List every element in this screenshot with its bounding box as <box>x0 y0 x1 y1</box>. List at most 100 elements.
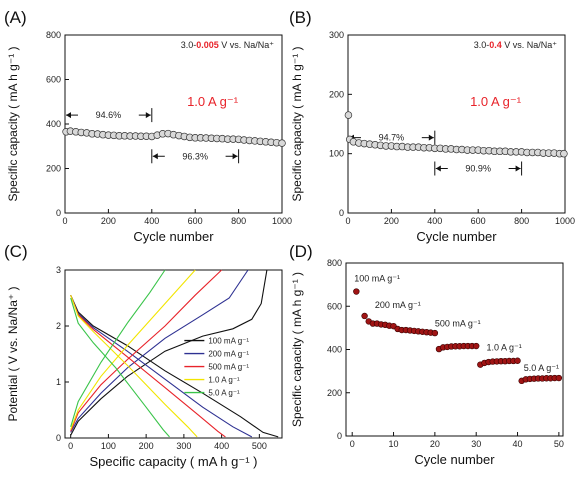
voltage-window-suffix: V vs. Na/Na⁺ <box>219 40 275 50</box>
data-point <box>555 374 563 382</box>
current-density-label: 1.0 A g⁻¹ <box>470 94 522 109</box>
data-point <box>353 288 360 295</box>
retention-arrowhead <box>515 165 521 172</box>
x-tick-label: 400 <box>427 216 442 226</box>
y-tick-label: 400 <box>46 119 61 129</box>
x-tick-label: 0 <box>68 441 73 451</box>
x-tick-label: 0 <box>345 216 350 226</box>
rate-label: 200 mA g⁻¹ <box>375 300 421 310</box>
panel-3: (C) 0 100 200 300 400 500 0 1 2 3 Specific capacity… <box>4 242 283 469</box>
plot-frame <box>64 34 283 214</box>
series-line-discharge <box>70 295 198 438</box>
rate-label: 1.0 A g⁻¹ <box>487 343 522 353</box>
retention-label: 96.3% <box>182 151 208 161</box>
retention-arrowhead <box>428 134 434 141</box>
series-line-charge <box>70 269 196 430</box>
y-tick-label: 100 <box>329 149 344 159</box>
x-tick-label: 1000 <box>555 216 575 226</box>
rate-label: 100 mA g⁻¹ <box>354 273 400 283</box>
x-tick-label: 100 <box>101 441 116 451</box>
y-tick-label: 2 <box>56 321 61 331</box>
x-axis-title: Cycle number <box>133 229 214 244</box>
data-point <box>361 312 368 320</box>
legend-entry: 100 mA g⁻¹ <box>208 337 249 346</box>
series-line-discharge <box>70 295 226 438</box>
panel-label: (B) <box>289 8 312 27</box>
data-point <box>431 329 439 337</box>
retention-arrow: 94.6% <box>64 108 153 123</box>
retention-arrowhead <box>66 112 71 119</box>
panel-4: (D) 0 10 20 30 40 50 0 200 400 600 800 Cycle number S… <box>289 242 564 467</box>
series-line-discharge <box>70 294 279 438</box>
y-axis-title: Potential ( V vs. Na/Na⁺ ) <box>6 286 20 421</box>
data-point <box>514 357 521 364</box>
x-tick-label: 0 <box>62 216 67 226</box>
y-tick-label: 1 <box>56 377 61 387</box>
x-tick-label: 600 <box>188 216 203 226</box>
x-tick-label: 400 <box>144 216 159 226</box>
panel-label: (A) <box>4 8 27 27</box>
y-tick-label: 200 <box>329 89 344 99</box>
retention-arrowhead <box>145 112 151 119</box>
rate-label: 500 mA g⁻¹ <box>435 318 481 328</box>
voltage-window-label: 3.0-0.4 V vs. Na/Na⁺ <box>474 40 558 50</box>
x-tick-label: 800 <box>231 216 246 226</box>
retention-label: 94.6% <box>96 110 122 120</box>
x-tick-label: 20 <box>430 439 440 449</box>
y-tick-label: 0 <box>339 208 344 218</box>
voltage-window-prefix: 3.0- <box>474 40 490 50</box>
x-tick-label: 200 <box>139 441 154 451</box>
x-tick-label: 50 <box>554 439 564 449</box>
y-tick-label: 800 <box>46 30 61 40</box>
y-tick-label: 0 <box>337 431 342 441</box>
x-tick-label: 200 <box>384 216 399 226</box>
retention-arrow: 90.9% <box>434 161 523 176</box>
data-series <box>353 288 563 385</box>
data-point <box>473 342 480 350</box>
y-axis-title: Specific capacity ( mA h g⁻¹ ) <box>290 46 304 201</box>
current-density-label: 1.0 A g⁻¹ <box>187 94 239 109</box>
panel-label: (D) <box>289 242 313 261</box>
data-point <box>278 139 286 147</box>
legend-entry: 5.0 A g⁻¹ <box>208 389 240 398</box>
data-point <box>560 149 568 158</box>
data-series <box>344 111 568 158</box>
retention-arrowhead <box>152 153 158 160</box>
rate-label: 5.0 A g⁻¹ <box>524 363 559 373</box>
series-line-discharge <box>70 297 170 438</box>
y-tick-label: 3 <box>56 265 61 275</box>
y-tick-label: 0 <box>56 208 61 218</box>
x-tick-label: 800 <box>514 216 529 226</box>
x-tick-label: 200 <box>101 216 116 226</box>
plot-frame <box>345 262 564 437</box>
y-tick-label: 200 <box>46 164 61 174</box>
y-tick-label: 600 <box>46 75 61 85</box>
data-point <box>344 111 353 119</box>
retention-arrow: 96.3% <box>151 149 240 164</box>
legend: 100 mA g⁻¹ 200 mA g⁻¹ 500 mA g⁻¹ 1.0 A g⁻¹ 5… <box>184 337 249 398</box>
x-axis-title: Specific capacity ( mA h g⁻¹ ) <box>90 454 258 469</box>
x-tick-label: 30 <box>471 439 481 449</box>
plot-frame <box>347 34 566 214</box>
y-tick-label: 400 <box>327 345 342 355</box>
x-tick-label: 10 <box>389 439 399 449</box>
legend-entry: 200 mA g⁻¹ <box>208 350 249 359</box>
series-line-charge <box>70 269 166 427</box>
retention-arrowhead <box>232 153 238 160</box>
data-series <box>62 127 286 147</box>
y-tick-label: 300 <box>329 30 344 40</box>
y-tick-label: 600 <box>327 301 342 311</box>
y-axis-title: Specific capacity ( mA h g⁻¹ ) <box>6 46 20 201</box>
x-axis-title: Cycle number <box>414 452 495 467</box>
voltage-window-cutoff: 0.4 <box>489 40 502 50</box>
series-line-charge <box>70 269 268 436</box>
x-tick-label: 300 <box>176 441 191 451</box>
voltage-window-label: 3.0-0.005 V vs. Na/Na⁺ <box>181 40 275 50</box>
x-tick-label: 0 <box>350 439 355 449</box>
x-tick-label: 500 <box>252 441 267 451</box>
x-tick-label: 600 <box>471 216 486 226</box>
series-line-discharge <box>70 294 253 438</box>
x-tick-label: 400 <box>214 441 229 451</box>
panel-1: (A) 0 200 400 600 800 1000 0 200 400 600 800 Cycle n… <box>4 8 292 244</box>
